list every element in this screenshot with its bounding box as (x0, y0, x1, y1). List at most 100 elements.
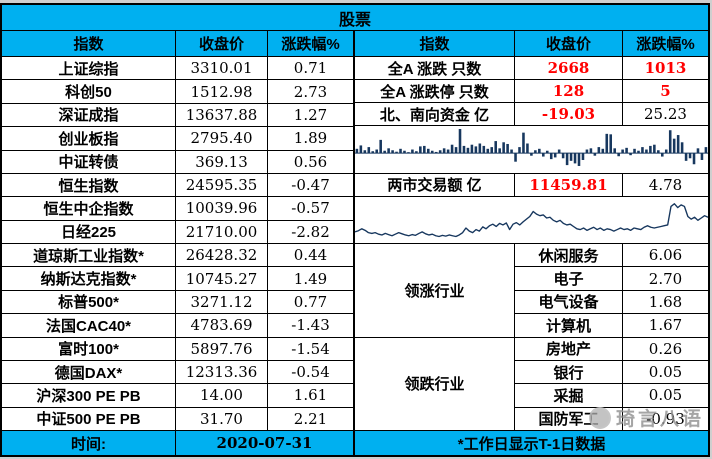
metric-value-2: 1013 (623, 57, 708, 81)
table-row: 科创50 1512.98 2.73 (2, 80, 353, 104)
index-name: 纳斯达克指数* (2, 267, 176, 291)
change-value: -0.57 (268, 197, 353, 221)
table-row: 富时100* 5897.76 -1.54 (2, 337, 353, 361)
change-value: 0.44 (268, 244, 353, 268)
close-value: 10745.27 (176, 267, 268, 291)
gainers-block: 领涨行业 休闲服务 6.06 电子 2.70 电气设备 1.68 计算机 1.67 (355, 244, 708, 338)
table-row-north-south-flow: 北、南向资金 亿 -19.03 25.23 (355, 103, 708, 127)
change-value: -0.47 (268, 174, 353, 198)
metric-name: 全A 涨跌 只数 (355, 57, 515, 81)
sector-row: 电子 2.70 (515, 267, 708, 291)
metric-name: 全A 涨跌停 只数 (355, 80, 515, 104)
table-row: 标普500* 3271.12 0.77 (2, 290, 353, 315)
close-value: 3310.01 (176, 57, 268, 81)
market-trend-line-chart (355, 197, 708, 244)
sector-change-value: -0.93 (646, 409, 685, 428)
index-name: 恒生指数 (2, 173, 176, 198)
fund-flow-bar-chart (355, 126, 708, 174)
index-name: 上证综指 (2, 57, 176, 81)
metric-value-1: 11459.81 (515, 173, 623, 197)
table-row: 中证500 PE PB 31.70 2.21 (2, 407, 353, 431)
market-panel: 指数 收盘价 涨跌幅% 全A 涨跌 只数 2668 1013 全A 涨跌停 只数… (355, 31, 708, 455)
change-value: 1.27 (268, 104, 353, 128)
market-trend-line-chart-svg (355, 202, 708, 237)
close-value: 13637.88 (176, 103, 268, 128)
sector-name: 电气设备 (515, 290, 623, 314)
sector-change-value: 1.68 (648, 292, 683, 311)
sector-change-value: 0.26 (648, 339, 683, 358)
change-value: 0.71 (268, 57, 353, 81)
close-value: 21710.00 (176, 220, 268, 244)
market-panel-footer: *工作日显示T-1日数据 (355, 431, 708, 455)
table-body: 指数 收盘价 涨跌幅% 上证综指 3310.01 0.71 科创50 1512.98 2.… (2, 31, 708, 455)
change-value: 0.77 (268, 291, 353, 315)
index-table: 指数 收盘价 涨跌幅% 上证综指 3310.01 0.71 科创50 1512.98 2.… (2, 31, 355, 455)
change-value: 1.61 (268, 384, 353, 408)
table-row: 纳斯达克指数* 10745.27 1.49 (2, 267, 353, 291)
market-panel-header: 指数 收盘价 涨跌幅% (355, 31, 708, 57)
index-name: 创业板指 (2, 127, 176, 151)
table-row: 创业板指 2795.40 1.89 (2, 127, 353, 151)
close-value: 369.13 (176, 150, 268, 174)
sector-row: 银行 0.05 (515, 360, 708, 385)
metric-name: 两市交易额 亿 (355, 173, 515, 197)
change-value: 1.89 (268, 127, 353, 151)
time-label: 时间: (2, 431, 176, 455)
index-name: 道琼斯工业指数* (2, 244, 176, 268)
table-row: 道琼斯工业指数* 26428.32 0.44 (2, 244, 353, 268)
change-value: 0.56 (268, 151, 353, 174)
change-value: 1.49 (268, 267, 353, 291)
col-header-change: 涨跌幅% (268, 31, 353, 57)
table-row: 德国DAX* 12313.36 -0.54 (2, 360, 353, 385)
table-row: 法国CAC40* 4783.69 -1.43 (2, 314, 353, 338)
index-name: 中证500 PE PB (2, 407, 176, 431)
index-name: 德国DAX* (2, 360, 176, 385)
table-row: 中证转债 369.13 0.56 (2, 150, 353, 174)
metric-value-2: 5 (623, 80, 708, 104)
col-header-index: 指数 (355, 31, 515, 57)
sector-name: 休闲服务 (515, 244, 623, 267)
col-header-close: 收盘价 (176, 31, 268, 57)
sector-name: 银行 (515, 360, 623, 384)
losers-block: 领跌行业 房地产 0.26 银行 0.05 采掘 0.05 国防军工 -0.93 (355, 337, 708, 431)
close-value: 24595.35 (176, 173, 268, 198)
index-table-footer: 时间: 2020-07-31 (2, 431, 353, 455)
index-name: 深证成指 (2, 103, 176, 128)
close-value: 4783.69 (176, 314, 268, 338)
change-value: -1.54 (268, 338, 353, 361)
metric-name: 北、南向资金 亿 (355, 103, 515, 127)
fund-flow-bar-chart-svg (355, 129, 708, 167)
sector-name: 电子 (515, 267, 623, 290)
close-value: 12313.36 (176, 360, 268, 385)
close-value: 31.70 (176, 407, 268, 431)
table-row: 沪深300 PE PB 14.00 1.61 (2, 384, 353, 408)
sector-row: 国防军工 -0.93 (515, 407, 708, 430)
change-value: 2.21 (268, 408, 353, 431)
date-value: 2020-07-31 (216, 434, 313, 452)
table-row: 上证综指 3310.01 0.71 (2, 57, 353, 81)
table-row-advancers: 全A 涨跌 只数 2668 1013 (355, 57, 708, 81)
gainers-label: 领涨行业 (355, 244, 515, 337)
table-row: 日经225 21710.00 -2.82 (2, 220, 353, 244)
summary-table: 股票 指数 收盘价 涨跌幅% 上证综指 3310.01 0.71 科创50 1512.9… (0, 3, 710, 457)
index-name: 日经225 (2, 220, 176, 244)
sector-row: 电气设备 1.68 (515, 290, 708, 315)
change-value: 2.73 (268, 80, 353, 104)
sector-name: 房地产 (515, 337, 623, 360)
change-value: -1.43 (268, 314, 353, 338)
col-header-close: 收盘价 (515, 31, 623, 57)
index-name: 中证转债 (2, 150, 176, 174)
sector-row: 休闲服务 6.06 (515, 244, 708, 268)
page-title: 股票 (2, 5, 708, 31)
losers-rows: 房地产 0.26 银行 0.05 采掘 0.05 国防军工 -0.93 (515, 337, 708, 430)
gainers-rows: 休闲服务 6.06 电子 2.70 电气设备 1.68 计算机 1.67 (515, 244, 708, 337)
sector-change-value: 0.05 (648, 363, 683, 382)
market-panel-stack: 全A 涨跌 只数 2668 1013 全A 涨跌停 只数 128 5 北、南向资… (355, 57, 708, 431)
table-row-limit-moves: 全A 涨跌停 只数 128 5 (355, 80, 708, 104)
sector-name: 采掘 (515, 384, 623, 407)
close-value: 14.00 (176, 384, 268, 408)
sector-row: 采掘 0.05 (515, 384, 708, 408)
sector-name: 计算机 (515, 314, 623, 337)
sector-change-value: 1.67 (648, 316, 683, 335)
